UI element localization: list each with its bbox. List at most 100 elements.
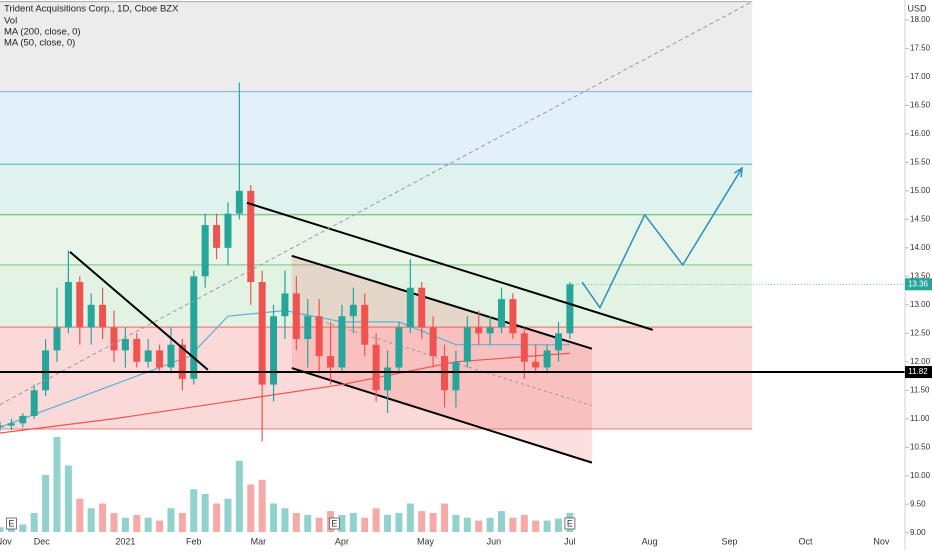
- candle-body: [452, 361, 460, 391]
- x-tick-label: 2021: [115, 536, 135, 546]
- candle-body: [566, 284, 574, 334]
- candle-body: [270, 316, 278, 385]
- candle-body: [361, 304, 369, 345]
- volume-bar: [19, 524, 27, 532]
- fib-zone: [0, 264, 753, 328]
- volume-bar: [361, 517, 369, 532]
- candle-body: [19, 415, 27, 424]
- candle-body: [167, 344, 175, 368]
- candle-body: [429, 327, 437, 357]
- trend-line: [246, 201, 654, 331]
- volume-bar: [213, 503, 221, 532]
- x-tick-label: Jun: [487, 536, 502, 546]
- hline-price-label: 11.82: [908, 367, 928, 376]
- candle-body: [327, 356, 335, 368]
- y-tick-label: 14.00: [910, 243, 931, 252]
- candle-body: [213, 225, 221, 248]
- candle-body: [338, 316, 346, 368]
- candle-body: [121, 339, 129, 351]
- candle-body: [258, 282, 266, 385]
- indicator-label: Vol: [4, 16, 17, 27]
- y-tick-label: 13.00: [910, 300, 931, 309]
- y-tick-label: 10.50: [910, 442, 931, 451]
- candle-body: [7, 423, 15, 426]
- volume-bar: [110, 513, 118, 532]
- x-tick-label: Oct: [798, 536, 813, 546]
- volume-bar: [349, 513, 357, 532]
- candle-body: [520, 333, 528, 362]
- volume-bar: [258, 479, 266, 532]
- x-tick-label: May: [417, 536, 435, 546]
- candle-body: [532, 361, 540, 368]
- volume-bar: [543, 520, 551, 532]
- candle-body: [247, 190, 255, 283]
- y-tick-label: 17.50: [910, 44, 931, 53]
- event-marker: [564, 517, 576, 530]
- volume-bar: [452, 514, 460, 532]
- x-tick-label: Sep: [721, 536, 737, 546]
- volume-bar: [372, 508, 380, 532]
- y-tick-label: 11.00: [910, 414, 930, 423]
- volume-bar: [53, 437, 61, 532]
- candle-body: [87, 304, 95, 328]
- event-marker: [328, 517, 340, 530]
- volume-bar: [224, 498, 232, 532]
- y-tick-label: 11.50: [910, 385, 930, 394]
- candle-body: [235, 190, 243, 214]
- y-tick-label: 12.50: [910, 328, 931, 337]
- candle-body: [133, 339, 141, 362]
- y-tick-label: 15.00: [910, 186, 931, 195]
- y-tick-label: 16.50: [910, 101, 931, 110]
- volume-bar: [121, 517, 129, 532]
- candle-body: [281, 293, 289, 317]
- x-tick-label: Nov: [0, 536, 12, 546]
- candle-body: [441, 356, 449, 391]
- candle-body: [292, 293, 300, 340]
- candle-body: [190, 276, 198, 379]
- candle-body: [498, 299, 506, 328]
- volume-bar: [338, 514, 346, 532]
- y-tick-label: 15.50: [910, 157, 931, 166]
- fib-zone: [0, 91, 753, 165]
- x-tick-label: Jul: [564, 536, 576, 546]
- x-tick-label: Dec: [34, 536, 51, 546]
- volume-bar: [178, 513, 186, 532]
- volume-bar: [281, 508, 289, 532]
- volume-bar: [270, 503, 278, 532]
- volume-bar: [429, 513, 437, 532]
- price-axis: [905, 0, 932, 550]
- volume-bar: [532, 520, 540, 532]
- volume-bar: [235, 460, 243, 532]
- candle-body: [463, 327, 471, 362]
- volume-bar: [190, 489, 198, 532]
- candle-body: [475, 327, 483, 334]
- y-tick-label: 9.00: [910, 528, 926, 537]
- volume-bar: [304, 514, 312, 532]
- candle-body: [30, 390, 38, 416]
- candle-body: [486, 327, 494, 334]
- y-tick-label: 13.50: [910, 271, 931, 280]
- volume-bar: [144, 517, 152, 532]
- forecast-path: [581, 167, 743, 310]
- currency-label: USD: [907, 3, 927, 13]
- indicator-label: MA (50, close, 0): [4, 38, 75, 49]
- volume-bar: [64, 465, 72, 532]
- candle-body: [555, 333, 563, 351]
- candle-body: [372, 344, 380, 391]
- fib-zone: [0, 1, 753, 92]
- candle-body: [543, 350, 551, 368]
- volume-bar: [87, 508, 95, 532]
- volume-bar: [498, 511, 506, 532]
- candle-body: [304, 316, 312, 340]
- volume-bar: [99, 503, 107, 532]
- volume-bar: [292, 513, 300, 532]
- indicator-label: MA (200, close, 0): [4, 27, 81, 38]
- trend-line: [0, 2, 751, 405]
- y-tick-label: 10.00: [910, 471, 931, 480]
- candle-body: [201, 225, 209, 277]
- volume-bar: [167, 508, 175, 532]
- event-label: E: [567, 518, 573, 528]
- candle-body: [178, 344, 186, 379]
- volume-bar: [42, 475, 50, 532]
- volume-bar: [475, 520, 483, 532]
